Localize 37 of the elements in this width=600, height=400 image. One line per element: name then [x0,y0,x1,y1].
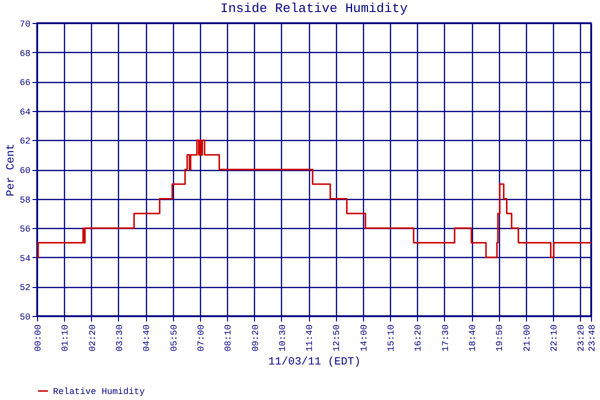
x-axis-title: 11/03/11 (EDT) [268,356,361,369]
x-tick-label: 14:00 [359,324,370,352]
x-tick-label: 21:00 [522,324,532,352]
x-tick-label: 16:20 [414,324,424,352]
y-tick-label: 56 [20,224,30,235]
x-tick-label: 09:20 [250,324,261,352]
x-tick-label: 07:00 [196,324,206,352]
x-tick-label: 23:20 [576,324,587,352]
chart-title: Inside Relative Humidity [220,1,408,16]
x-tick-label: 19:50 [495,324,506,352]
x-tick-label: 08:10 [224,324,234,352]
y-tick-label: 68 [20,48,30,59]
x-tick-label: 01:10 [60,324,71,352]
x-tick-label: 11:40 [305,324,316,352]
x-tick-label: 12:50 [332,324,342,352]
y-tick-label: 52 [20,283,30,294]
y-axis-title: Per Cent [6,144,18,196]
y-tick-label: 58 [20,195,30,206]
y-tick-label: 60 [20,166,30,176]
x-tick-label: 18:40 [468,324,478,352]
y-tick-label: 54 [20,254,30,264]
y-tick-label: 50 [20,312,30,322]
x-tick-label: 04:40 [142,324,152,352]
y-tick-label: 70 [20,20,30,30]
x-tick-label: 17:30 [440,324,451,352]
x-tick-label: 23:48 [588,324,598,352]
legend-label: Relative Humidity [53,387,146,397]
x-tick-label: 22:10 [549,324,560,352]
x-tick-label: 02:20 [88,324,98,352]
x-tick-label: 05:50 [169,324,180,352]
x-tick-label: 03:30 [114,324,125,352]
y-tick-label: 64 [20,107,30,118]
x-tick-label: 10:30 [278,324,288,352]
x-tick-label: 00:00 [34,324,44,352]
y-tick-label: 62 [20,136,30,147]
x-tick-label: 15:10 [386,324,397,352]
y-tick-label: 66 [20,78,30,88]
